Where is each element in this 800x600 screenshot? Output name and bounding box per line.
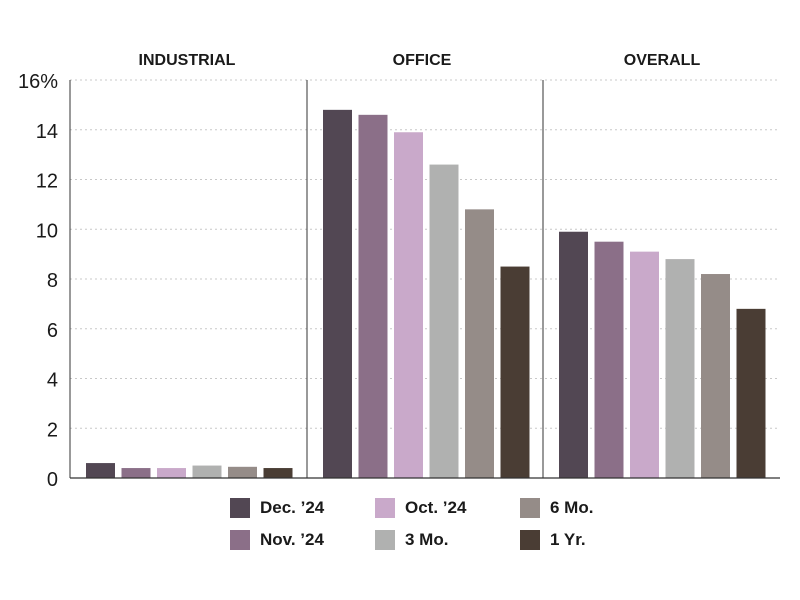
y-tick-label: 0 [47,469,58,491]
gridlines [70,79,780,429]
panel-title-overall: OVERALL [624,52,701,69]
legend-swatch [520,498,540,518]
bar-office-0 [323,109,352,478]
panel-titles: INDUSTRIAL OFFICE OVERALL [139,52,701,69]
panel-title-office: OFFICE [393,52,452,69]
bar-industrial-5 [263,468,293,478]
bar-overall-2 [630,251,659,478]
bar-overall-5 [736,308,766,478]
y-axis-ticks: 0 2 4 6 8 10 12 14 16% [18,71,58,491]
legend-item: 1 Yr. [520,529,586,551]
y-tick-label: 8 [47,270,58,292]
bar-overall-0 [559,231,588,478]
legend-item: Oct. ’24 [375,497,466,519]
legend-item: Nov. ’24 [230,529,324,551]
y-tick-label: 6 [47,320,58,342]
legend-swatch [375,530,395,550]
y-tick-label: 10 [36,220,58,242]
bar-industrial-0 [86,463,115,478]
y-tick-label: 16% [18,71,58,93]
y-tick-label: 4 [47,370,58,392]
bar-office-2 [394,132,423,479]
legend-item: 6 Mo. [520,497,593,519]
legend-label: Oct. ’24 [405,498,467,517]
legend-item: 3 Mo. [375,529,448,551]
bar-office-3 [429,164,459,478]
bars [86,109,766,479]
plot-frame [69,80,780,479]
bar-overall-3 [665,259,695,478]
legend-swatch [375,498,395,518]
legend-label: Dec. ’24 [260,498,325,517]
y-tick-label: 2 [47,419,58,441]
legend-item: Dec. ’24 [230,497,324,519]
legend-label: 1 Yr. [550,530,586,549]
bar-office-1 [358,114,388,478]
legend-swatch [230,498,250,518]
legend-swatch [230,530,250,550]
bar-office-4 [465,209,494,478]
bar-industrial-2 [157,468,186,478]
bar-industrial-4 [228,466,257,478]
y-tick-label: 12 [36,171,58,193]
bar-overall-4 [701,274,730,478]
legend-swatch [520,530,540,550]
bar-industrial-3 [192,465,222,478]
y-tick-label: 14 [36,121,58,143]
legend-label: 6 Mo. [550,498,594,517]
bar-overall-1 [594,241,624,478]
bar-industrial-1 [121,468,151,478]
bar-office-5 [500,266,530,478]
legend: Dec. ’24 Nov. ’24 Oct. ’24 3 Mo. 6 Mo. 1 Yr. [230,494,650,558]
legend-label: Nov. ’24 [260,530,324,549]
panel-title-industrial: INDUSTRIAL [139,52,236,69]
legend-label: 3 Mo. [405,530,449,549]
